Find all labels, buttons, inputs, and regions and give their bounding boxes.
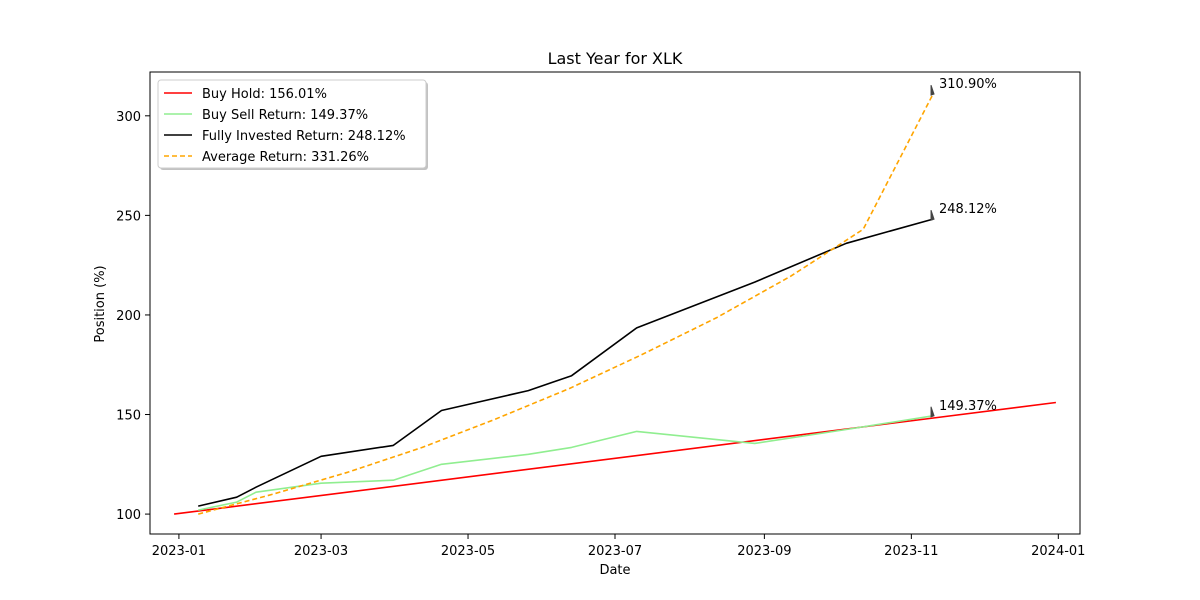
y-tick-label: 300 [116,110,141,125]
axes-layer: 2023-01 2023-03 2023-05 2023-07 2023-09 2023-… [116,71,1085,559]
x-tick-label: 2023-05 [441,544,495,559]
y-tick-label: 200 [116,309,141,324]
legend-entry-label: Fully Invested Return: 248.12% [202,129,406,144]
annotation-layer: 310.90% 248.12% 149.37% [930,77,997,418]
series-layer [173,93,1057,515]
legend-entry-label: Buy Sell Return: 149.37% [202,108,368,123]
x-tick-label: 2023-09 [737,544,791,559]
series-line-buy-sell-return [198,415,934,511]
x-axis-label: Date [599,563,630,578]
x-tick-label: 2023-07 [588,544,642,559]
annotation-arrow [930,406,935,418]
series-line-buy-hold [173,401,1057,515]
legend: Buy Hold: 156.01% Buy Sell Return: 149.37… [157,79,428,170]
legend-entry-label: Buy Hold: 156.01% [202,87,327,102]
y-tick-label: 100 [116,508,141,523]
legend-box [157,79,427,169]
annotation-label: 149.37% [939,399,997,414]
x-tick-label: 2023-11 [884,544,938,559]
legend-entry-label: Average Return: 331.26% [202,150,369,165]
chart-title: Last Year for XLK [548,49,683,68]
x-tick-label: 2023-01 [152,544,206,559]
series-line-fully-invested-return [198,218,934,507]
series-line-average-return [197,93,934,515]
annotation-arrow [930,209,935,221]
x-tick-label: 2023-03 [294,544,348,559]
y-tick-label: 150 [116,409,141,424]
x-tick-label: 2024-01 [1031,544,1085,559]
y-tick-label: 250 [116,209,141,224]
annotation-label: 248.12% [939,202,997,217]
annotation-arrow [930,84,935,96]
y-axis-label: Position (%) [93,265,108,342]
annotation-label: 310.90% [939,77,997,92]
